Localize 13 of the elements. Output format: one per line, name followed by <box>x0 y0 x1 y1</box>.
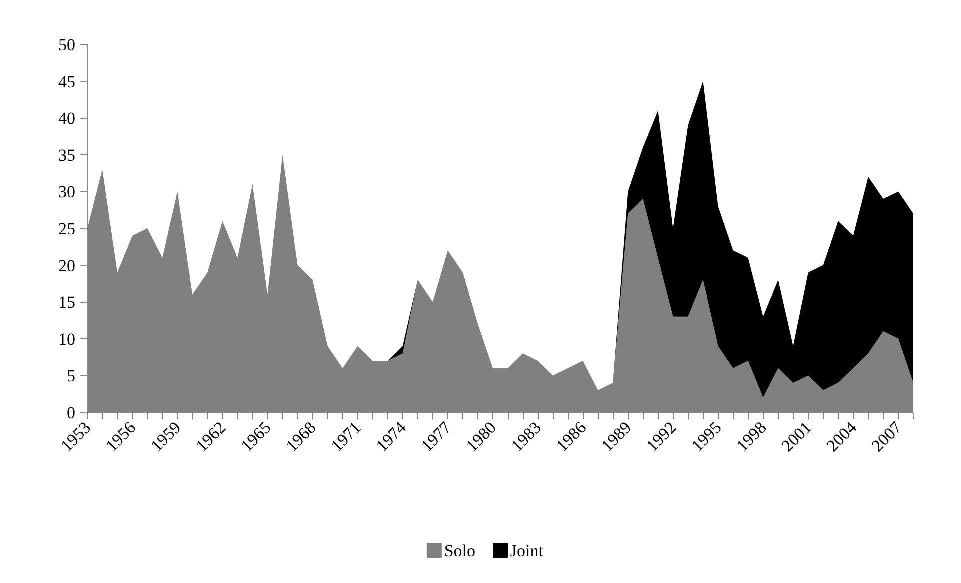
legend-label: Joint <box>510 541 544 560</box>
y-tick-label: 40 <box>58 109 76 128</box>
y-tick-label: 25 <box>58 220 76 238</box>
y-tick-label: 20 <box>58 256 76 276</box>
y-tick-label: 5 <box>67 366 76 386</box>
y-tick-label: 35 <box>58 146 76 165</box>
y-tick-label: 45 <box>58 72 76 92</box>
y-tick-label: 50 <box>58 36 76 54</box>
legend-label: Solo <box>444 541 476 560</box>
y-tick-label: 10 <box>58 330 76 349</box>
y-tick-label: 15 <box>58 293 76 312</box>
y-tick-label: 30 <box>58 182 76 202</box>
y-tick-label: 0 <box>67 404 76 422</box>
